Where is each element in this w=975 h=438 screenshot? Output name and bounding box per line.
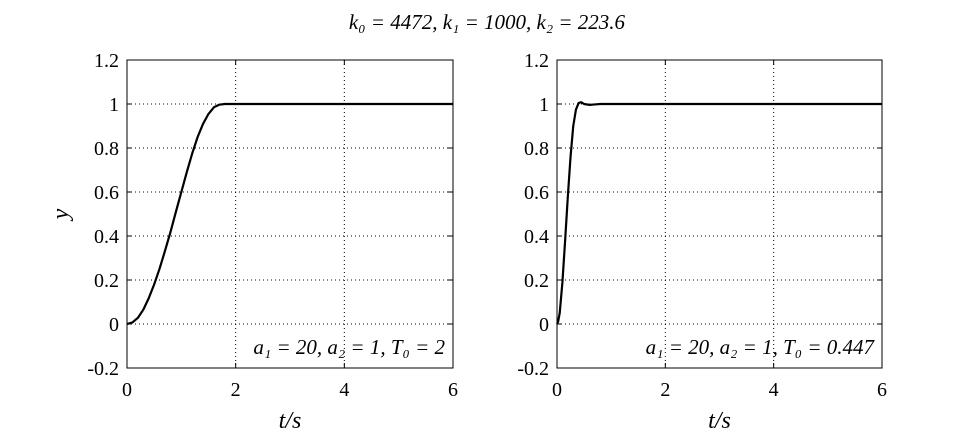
x-tick-label: 2 xyxy=(231,379,241,401)
y-tick-label: 1.2 xyxy=(94,50,119,72)
x-tick-label: 4 xyxy=(339,379,349,401)
y-axis-label: y xyxy=(48,208,74,221)
y-tick-label: -0.2 xyxy=(517,358,549,380)
param-annotation: a₁ = 20, a₂ = 1, T₀ = 2 xyxy=(253,335,445,359)
chart-left: 0 2 4 6-0.200.20.40.60.811.2a₁ = 20, a₂ = 1… xyxy=(48,50,458,434)
y-tick-label: 0.6 xyxy=(94,182,119,204)
y-tick-label: 0.8 xyxy=(524,138,549,160)
param-annotation: a₁ = 20, a₂ = 1, T₀ = 0.447 xyxy=(646,335,876,359)
y-tick-label: 0.2 xyxy=(94,270,119,292)
series-line xyxy=(126,102,453,326)
figure-title: k₀ = 4472, k₁ = 1000, k₂ = 223.6 xyxy=(349,10,626,34)
x-tick-label: 6 xyxy=(448,379,458,401)
y-tick-label: 0.4 xyxy=(94,226,119,248)
x-tick-label: 0 xyxy=(552,379,562,401)
y-tick-label: 1.2 xyxy=(524,50,549,72)
y-tick-label: -0.2 xyxy=(87,358,119,380)
y-tick-label: 0 xyxy=(109,314,119,336)
axes-frame xyxy=(126,59,454,369)
y-tick-label: 0.2 xyxy=(524,270,549,292)
x-axis-label: t/s xyxy=(708,408,731,434)
chart-right: 0 2 4 6-0.200.20.40.60.811.2a₁ = 20, a₂ = 1… xyxy=(517,50,887,434)
y-tick-label: 1 xyxy=(109,94,119,116)
y-tick-label: 0.6 xyxy=(524,182,549,204)
y-tick-label: 0.8 xyxy=(94,138,119,160)
y-tick-label: 0.4 xyxy=(524,226,549,248)
axes-frame xyxy=(556,59,883,369)
x-axis-label: t/s xyxy=(279,408,302,434)
plot-area xyxy=(127,60,453,368)
x-tick-label: 6 xyxy=(877,379,887,401)
x-tick-label: 2 xyxy=(660,379,670,401)
plot-area xyxy=(557,60,882,368)
x-tick-label: 0 xyxy=(122,379,132,401)
series-line xyxy=(556,101,882,325)
x-tick-label: 4 xyxy=(769,379,779,401)
y-tick-label: 0 xyxy=(539,314,549,336)
y-tick-label: 1 xyxy=(539,94,549,116)
